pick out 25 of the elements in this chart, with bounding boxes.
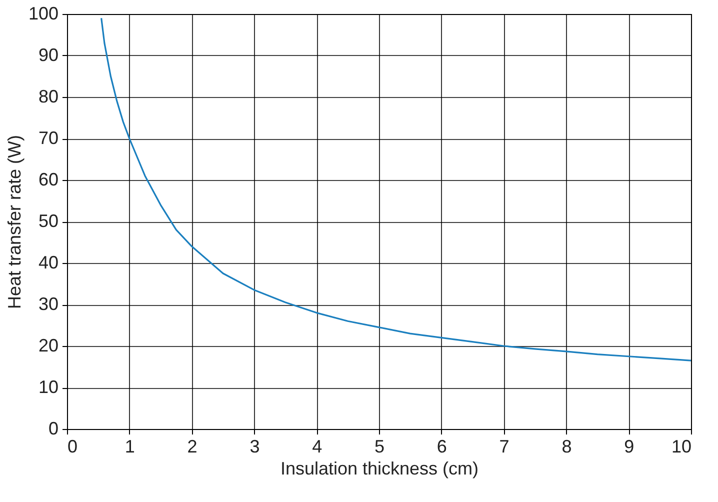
x-tick-label: 5 [374, 436, 385, 456]
x-tick-label: 8 [562, 436, 572, 456]
line-series [100, 17, 691, 362]
x-tick-label: 7 [499, 436, 510, 456]
x-tick-label: 2 [187, 436, 198, 456]
x-tick-label: 0 [68, 436, 78, 456]
x-tick-label: 6 [436, 436, 447, 456]
y-tick-label: 0 [48, 418, 58, 438]
y-axis-title: Heat transfer rate (W) [4, 134, 24, 310]
y-tick-label: 100 [28, 4, 58, 24]
y-tick-label: 30 [38, 294, 58, 314]
y-tick-label: 70 [38, 128, 58, 148]
x-tick-label: 3 [250, 436, 260, 456]
y-tick-label: 60 [38, 170, 58, 190]
x-tick-label: 4 [312, 436, 322, 456]
y-tick-label: 80 [38, 86, 58, 106]
y-tick-label: 20 [38, 336, 58, 356]
x-tick-label: 9 [624, 436, 634, 456]
y-tick-label: 50 [38, 211, 58, 231]
x-tick-label: 1 [124, 436, 135, 456]
y-tick-label: 90 [38, 45, 58, 65]
x-tick-label: 10 [671, 436, 692, 456]
y-tick-label: 10 [38, 377, 58, 397]
y-tick-label: 40 [38, 252, 58, 272]
x-axis-title: Insulation thickness (cm) [280, 458, 479, 478]
